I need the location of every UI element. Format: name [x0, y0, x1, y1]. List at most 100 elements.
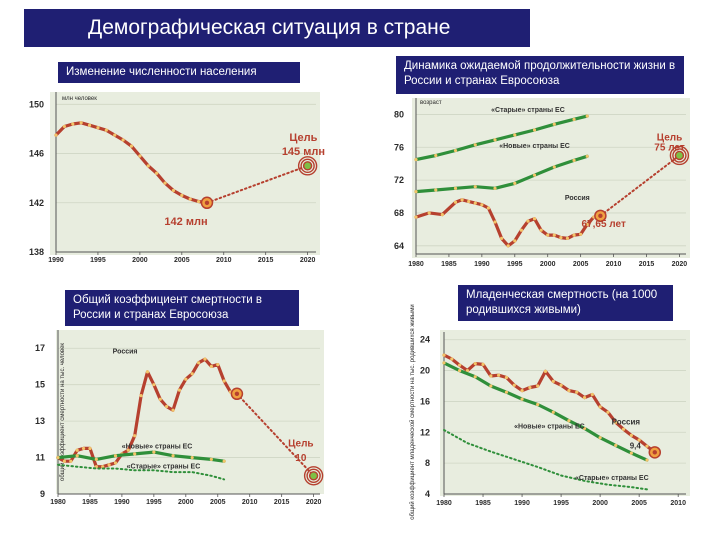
data-point [54, 133, 58, 137]
data-point [196, 361, 201, 365]
x-tick-label: 1980 [408, 261, 424, 268]
data-point [497, 373, 501, 377]
goal-target-ring [303, 466, 324, 486]
data-point [519, 228, 523, 232]
caption-life-expectancy: Динамика ожидаемой продолжительности жиз… [396, 56, 684, 94]
data-point [598, 405, 602, 409]
data-point [551, 410, 555, 414]
data-point [473, 362, 477, 366]
x-tick-label: 2015 [274, 499, 290, 506]
data-point [107, 463, 111, 467]
data-point [500, 236, 504, 240]
y-tick-label: 138 [29, 247, 44, 257]
data-point [138, 154, 142, 158]
series-line [443, 429, 648, 491]
y-tick-label: 12 [420, 427, 430, 437]
data-point [440, 212, 444, 217]
series-line [442, 353, 657, 454]
data-point [104, 128, 108, 132]
data-point [155, 171, 159, 175]
chart-annotation: Цель [657, 133, 683, 144]
data-point [190, 372, 194, 376]
y-tick-label: 142 [29, 198, 44, 208]
x-tick-label: 1995 [553, 500, 569, 507]
data-point [513, 181, 517, 185]
data-point [113, 461, 118, 465]
data-point [536, 402, 540, 407]
data-point [442, 361, 446, 365]
data-point [146, 164, 150, 168]
data-point [171, 454, 175, 458]
data-point [177, 388, 182, 392]
data-point [532, 128, 537, 132]
data-point [645, 444, 649, 448]
data-point [572, 117, 576, 121]
y-axis-label: общий коэффициент смертности на тыс. чел… [59, 343, 66, 481]
x-tick-label: 2000 [592, 500, 608, 507]
x-tick-label: 2010 [606, 261, 622, 268]
data-point [598, 436, 602, 440]
data-point [481, 362, 485, 366]
data-point [152, 383, 156, 387]
data-point [126, 448, 130, 452]
y-tick-label: 20 [420, 366, 430, 376]
data-point [559, 235, 563, 240]
data-point [567, 389, 571, 393]
data-point [489, 384, 493, 388]
data-point [504, 390, 509, 394]
y-tick-label: 76 [394, 142, 404, 152]
data-point [473, 201, 477, 205]
data-point [552, 122, 556, 126]
series-line [442, 361, 649, 462]
y-tick-label: 11 [35, 453, 45, 463]
data-point [565, 236, 570, 240]
data-point [480, 203, 484, 207]
data-point [546, 233, 550, 237]
data-point [196, 199, 201, 204]
series-line [206, 164, 309, 204]
data-point [552, 233, 556, 237]
data-point [129, 144, 134, 148]
data-point [614, 443, 618, 447]
data-point [629, 433, 633, 437]
data-point [69, 459, 73, 463]
y-tick-label: 4 [425, 489, 430, 499]
data-point [645, 458, 649, 462]
data-point [493, 220, 497, 224]
data-point [442, 353, 446, 357]
current-value-dot [204, 200, 210, 205]
data-point [75, 448, 79, 452]
data-point [152, 450, 156, 454]
data-point [414, 190, 418, 194]
x-tick-label: 2015 [639, 261, 655, 268]
data-point [585, 154, 589, 158]
chart-annotation: 145 млн [282, 146, 325, 158]
x-tick-label: 2005 [631, 500, 647, 507]
data-point [520, 397, 524, 401]
y-axis-label: возраст [420, 100, 442, 106]
current-value-dot [598, 213, 603, 219]
data-point [88, 446, 92, 451]
chart-annotation: «Новые» страны ЕС [499, 143, 570, 150]
y-tick-label: 80 [394, 109, 404, 119]
data-point [536, 384, 540, 388]
data-point [414, 157, 418, 162]
chart-annotation: Россия [113, 349, 138, 356]
data-point [145, 370, 150, 374]
data-point [96, 126, 100, 130]
data-point [163, 181, 167, 185]
y-tick-label: 24 [420, 335, 430, 345]
y-tick-label: 9 [40, 489, 45, 499]
data-point [528, 385, 532, 390]
data-point [621, 427, 626, 431]
x-tick-label: 2015 [258, 257, 274, 264]
x-tick-label: 1995 [146, 499, 162, 506]
data-point [458, 363, 462, 367]
data-point [506, 244, 510, 248]
data-point [637, 438, 641, 442]
data-point [552, 165, 556, 169]
